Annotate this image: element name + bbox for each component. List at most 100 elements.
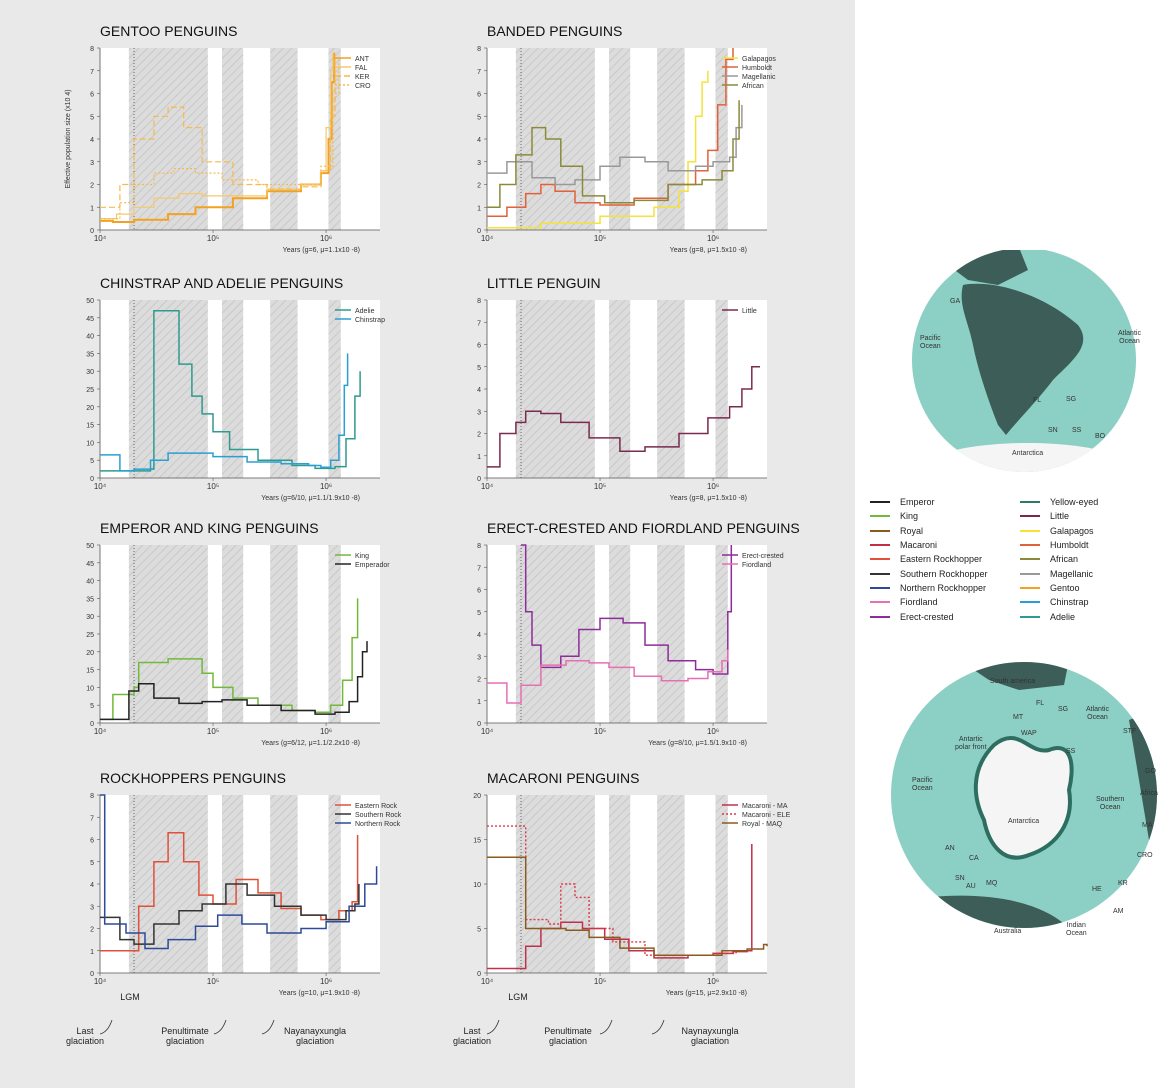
glaciation-label-right-2: Naynayxungla — [681, 1026, 738, 1036]
legend-column-right: Yellow-eyed Little Galapagos Humboldt Africa… — [1020, 495, 1170, 624]
legend-item: Humboldt — [1020, 538, 1170, 552]
glaciation-label-right-1: Penultimate — [544, 1026, 592, 1036]
y-tick-label: 4 — [90, 137, 94, 144]
legend-entry: FAL — [355, 65, 368, 72]
chart-banded: BANDED PENGUINS01234567810⁴ 10⁵ 10⁶Years (… — [477, 23, 776, 254]
y-tick-label: 8 — [477, 543, 481, 550]
y-tick-label: 15 — [86, 668, 94, 675]
x-tick-label: 10⁶ — [320, 234, 332, 243]
legend-item: Royal — [870, 524, 1020, 538]
glaciation-band-1 — [657, 795, 684, 973]
x-tick-label: 10⁴ — [94, 977, 107, 986]
x-tick-label: 10⁴ — [94, 727, 107, 736]
map2-label-pacific-ocean: Pacific Ocean — [912, 777, 933, 793]
y-tick-label: 1 — [90, 205, 94, 212]
legend-item: Erect-crested — [870, 609, 1020, 623]
x-tick-label: 10⁶ — [707, 482, 719, 491]
legend-item: Fiordland — [870, 595, 1020, 609]
glaciation-band-2 — [328, 795, 340, 973]
map2-label-go: GO — [1145, 768, 1156, 776]
legend-swatch — [870, 530, 890, 532]
map2-label-an: AN — [945, 845, 955, 853]
legend-label: Emperor — [900, 497, 935, 507]
glaciation-label-left-0: Last — [76, 1026, 94, 1036]
glaciation-label-left-2: Nayanayxungla — [284, 1026, 346, 1036]
legend-entry: Chinstrap — [355, 317, 385, 324]
legend-column-left: Emperor King Royal Macaroni Eastern Rockhopp… — [870, 495, 1020, 624]
legend-entry: Magellanic — [742, 74, 776, 81]
map2-label-antarctica: Antarctica — [1008, 818, 1039, 826]
map2-label-kr: KR — [1118, 880, 1128, 888]
map2-label-he: HE — [1092, 886, 1102, 894]
x-tick-label: 10⁵ — [207, 727, 219, 736]
y-tick-label: 6 — [477, 92, 481, 99]
legend-item: Yellow-eyed — [1020, 495, 1170, 509]
legend-entry: Erect-crested — [742, 553, 784, 560]
legend-item: Chinstrap — [1020, 595, 1170, 609]
legend-entry: King — [355, 553, 369, 560]
map2-label-cro: CRO — [1137, 852, 1153, 860]
lgm-label-right: LGM — [508, 992, 528, 1002]
legend-entry: Southern Rock — [355, 812, 402, 819]
y-tick-label: 2 — [90, 927, 94, 934]
legend-label: Eastern Rockhopper — [900, 554, 982, 564]
map2-label-antartic-polar-front: Antartic polar front — [955, 736, 987, 752]
legend-item: King — [870, 509, 1020, 523]
y-tick-label: 5 — [477, 610, 481, 617]
lgm-label-left: LGM — [120, 992, 140, 1002]
glaciation-label-right-0: Last — [463, 1026, 481, 1036]
map2-label-sn: SN — [955, 875, 965, 883]
legend-entry: Little — [742, 308, 757, 315]
y-tick-label: 5 — [477, 114, 481, 121]
legend-entry: KER — [355, 74, 369, 81]
map2-label-stf: STF — [1123, 728, 1136, 736]
y-tick-label: 20 — [86, 405, 94, 412]
y-tick-label: 45 — [86, 561, 94, 568]
legend-entry: African — [742, 83, 764, 90]
x-tick-label: 10⁶ — [320, 482, 332, 491]
y-tick-label: 4 — [477, 137, 481, 144]
legend-label: Yellow-eyed — [1050, 497, 1098, 507]
y-tick-label: 30 — [86, 614, 94, 621]
map-label-fl: FL — [1033, 397, 1041, 405]
legend-item: Southern Rockhopper — [870, 566, 1020, 580]
map2-label-australia: Australia — [994, 928, 1021, 936]
map-label-sn: SN — [1048, 427, 1058, 435]
legend-swatch — [1020, 530, 1040, 532]
y-tick-label: 5 — [90, 458, 94, 465]
glaciation-band-1 — [657, 48, 684, 230]
legend-swatch — [1020, 587, 1040, 589]
glaciation-band-0 — [222, 300, 243, 478]
y-tick-label: 15 — [473, 838, 481, 845]
x-tick-label: 10⁴ — [481, 727, 494, 736]
y-tick-label: 5 — [90, 114, 94, 121]
glaciation-label-left-2: glaciation — [296, 1036, 334, 1046]
map-label-sg: SG — [1066, 396, 1076, 404]
legend-item: Little — [1020, 509, 1170, 523]
map2-label-wap: WAP — [1021, 730, 1037, 738]
legend-swatch — [870, 587, 890, 589]
y-tick-label: 4 — [477, 387, 481, 394]
legend-swatch — [870, 601, 890, 603]
glaciation-band-1 — [270, 795, 297, 973]
y-tick-label: 40 — [86, 579, 94, 586]
x-tick-label: 10⁵ — [207, 234, 219, 243]
y-tick-label: 35 — [86, 596, 94, 603]
legend-swatch — [1020, 573, 1040, 575]
y-tick-label: 25 — [86, 632, 94, 639]
legend-item: Magellanic — [1020, 566, 1170, 580]
y-tick-label: 1 — [90, 949, 94, 956]
y-tick-label: 7 — [90, 815, 94, 822]
chart-title: BANDED PENGUINS — [487, 23, 622, 39]
legend-swatch — [870, 515, 890, 517]
y-tick-label: 7 — [477, 565, 481, 572]
y-tick-label: 1 — [477, 205, 481, 212]
legend-swatch — [1020, 601, 1040, 603]
x-tick-label: 10⁶ — [320, 977, 332, 986]
glaciation-band-2 — [715, 795, 727, 973]
timeline-arrow-0 — [100, 1020, 112, 1034]
glaciation-band-1 — [270, 545, 297, 723]
chart-little: LITTLE PENGUIN01234567810⁴ 10⁵ 10⁶Years (g… — [477, 275, 767, 502]
map-label-pacific-ocean: Pacific Ocean — [920, 335, 941, 351]
